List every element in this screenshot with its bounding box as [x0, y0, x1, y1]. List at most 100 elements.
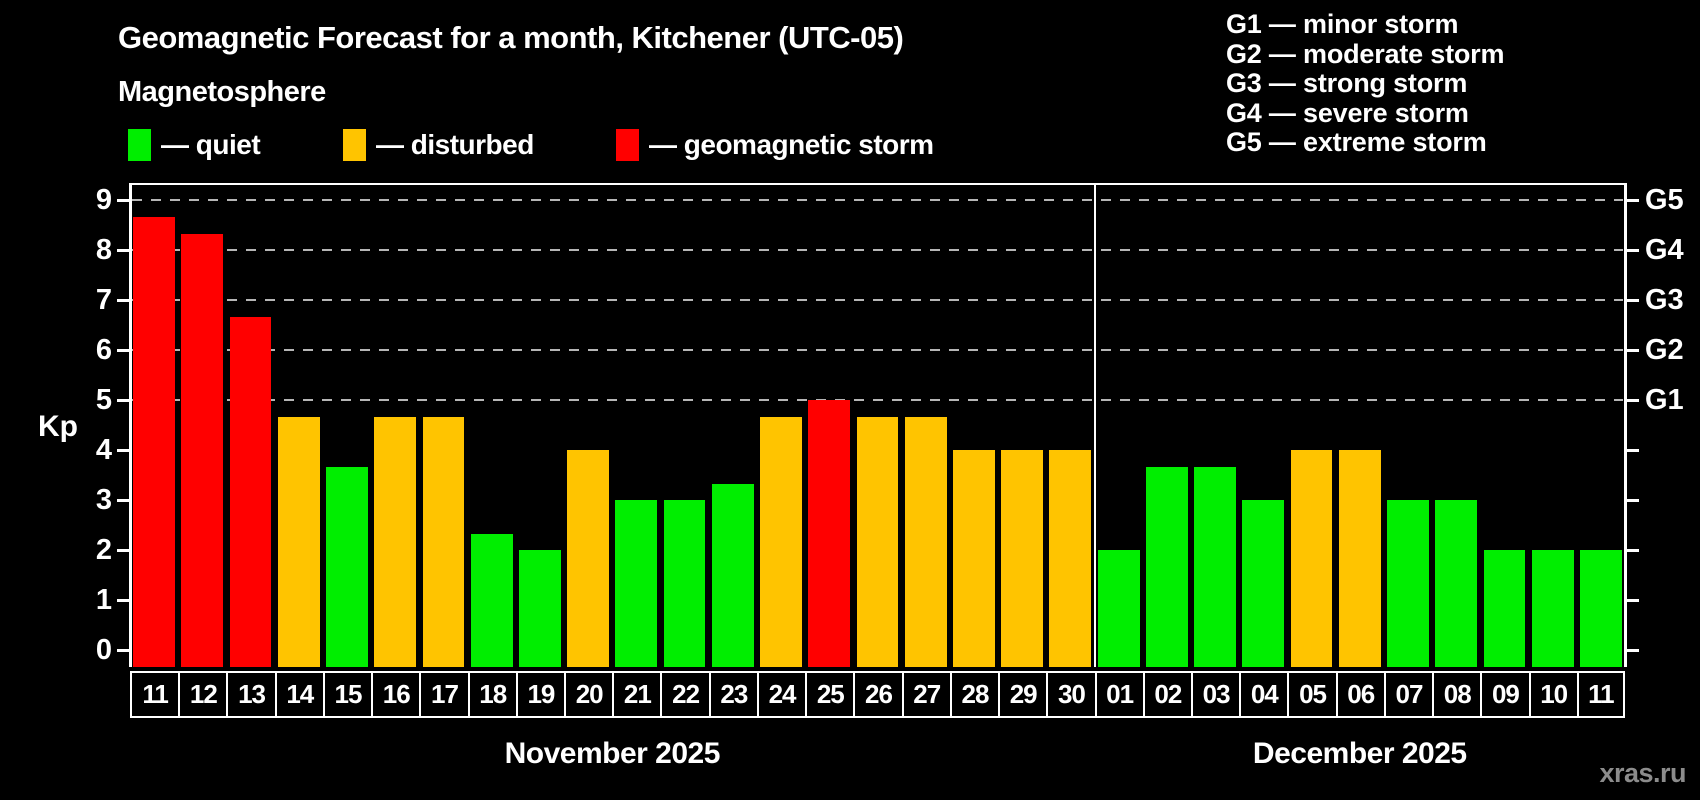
day-label-23: 23 — [708, 671, 757, 718]
day-label-11: 11 — [130, 671, 179, 718]
bar-november-12 — [181, 233, 224, 667]
bar-december-08 — [1435, 500, 1478, 667]
y-tick-label-4: 4 — [95, 434, 112, 466]
right-tick-1 — [1627, 599, 1639, 602]
day-label-16: 16 — [371, 671, 420, 718]
y-axis-title: Kp — [38, 410, 78, 443]
bar-november-28 — [953, 450, 995, 667]
right-tick-4 — [1627, 449, 1639, 452]
bar-december-02 — [1145, 466, 1188, 667]
y-tick-label-3: 3 — [95, 484, 112, 516]
bar-november-23 — [711, 483, 754, 667]
right-tick-9 — [1627, 199, 1639, 202]
bar-november-17 — [422, 416, 465, 667]
y-tick-label-9: 9 — [95, 184, 112, 216]
right-axis-label-G5: G5 — [1645, 184, 1684, 216]
right-axis-label-G3: G3 — [1645, 284, 1684, 316]
right-axis-label-G4: G4 — [1645, 234, 1684, 266]
quiet-color-swatch — [128, 129, 151, 161]
bar-november-22 — [663, 500, 706, 667]
day-label-27: 27 — [901, 671, 950, 718]
day-label-06: 06 — [1335, 671, 1384, 718]
y-tick-6 — [117, 349, 129, 352]
storm-color-swatch — [616, 129, 639, 161]
day-label-10: 10 — [1528, 671, 1577, 718]
bar-december-06 — [1338, 450, 1381, 667]
y-tick-label-1: 1 — [95, 584, 112, 616]
y-tick-label-5: 5 — [95, 384, 112, 416]
g4-legend-line: G4 — severe storm — [1226, 97, 1469, 128]
day-label-02: 02 — [1142, 671, 1191, 718]
y-tick-label-0: 0 — [95, 634, 112, 666]
right-tick-7 — [1627, 299, 1639, 302]
day-label-09: 09 — [1480, 671, 1529, 718]
day-label-01: 01 — [1094, 671, 1143, 718]
gridline-kp-8 — [132, 249, 1623, 251]
bar-november-20 — [567, 450, 610, 667]
day-label-20: 20 — [564, 671, 613, 718]
day-label-28: 28 — [949, 671, 999, 718]
bar-december-11 — [1579, 550, 1622, 667]
legend-label-disturbed: — disturbed — [376, 129, 534, 160]
y-tick-label-8: 8 — [95, 234, 112, 266]
bar-december-04 — [1242, 500, 1285, 667]
bar-november-16 — [374, 416, 417, 667]
legend-item-storm: — geomagnetic storm — [616, 128, 934, 162]
bar-november-11 — [133, 216, 175, 667]
day-label-13: 13 — [226, 671, 275, 718]
y-axis-line — [129, 183, 132, 667]
legend-item-quiet: — quiet — [128, 128, 261, 162]
day-label-05: 05 — [1287, 671, 1336, 718]
day-label-07: 07 — [1383, 671, 1433, 718]
y-tick-2 — [117, 549, 129, 552]
bar-november-18 — [470, 533, 513, 667]
y-tick-9 — [117, 199, 129, 202]
chart-subtitle: Magnetosphere — [118, 76, 326, 108]
bar-november-13 — [229, 316, 272, 667]
y-tick-label-6: 6 — [95, 334, 112, 366]
gridline-kp-6 — [132, 349, 1623, 351]
g3-legend-line: G3 — strong storm — [1226, 68, 1468, 98]
day-label-08: 08 — [1432, 671, 1481, 718]
right-tick-6 — [1627, 349, 1639, 352]
right-tick-5 — [1627, 399, 1639, 402]
bar-december-07 — [1387, 500, 1429, 667]
day-label-25: 25 — [805, 671, 854, 718]
right-tick-8 — [1627, 249, 1639, 252]
bar-november-25 — [808, 400, 851, 667]
day-label-30: 30 — [1046, 671, 1095, 718]
bar-november-27 — [904, 416, 947, 667]
gridline-kp-7 — [132, 299, 1623, 301]
day-label-12: 12 — [178, 671, 227, 718]
watermark: xras.ru — [1599, 758, 1686, 788]
bar-november-30 — [1049, 450, 1092, 667]
g-scale-legend: G1 — minor storm G2 — moderate storm G3 … — [1226, 9, 1505, 158]
y-tick-5 — [117, 399, 129, 402]
bar-december-09 — [1483, 550, 1526, 667]
y-tick-8 — [117, 249, 129, 252]
day-label-21: 21 — [612, 671, 661, 718]
day-label-24: 24 — [756, 671, 806, 718]
y-tick-4 — [117, 449, 129, 452]
disturbed-color-swatch — [343, 129, 366, 161]
y-tick-7 — [117, 299, 129, 302]
y-tick-label-2: 2 — [95, 534, 112, 566]
plot-top-border — [129, 183, 1626, 185]
y-tick-label-7: 7 — [95, 284, 112, 316]
g5-legend-line: G5 — extreme storm — [1226, 127, 1487, 157]
day-label-03: 03 — [1190, 671, 1240, 718]
bar-november-15 — [326, 466, 368, 667]
legend-item-disturbed: — disturbed — [343, 128, 534, 162]
right-axis-line — [1624, 183, 1627, 667]
month-label-december: December 2025 — [1252, 737, 1467, 770]
day-label-19: 19 — [515, 671, 565, 718]
bar-november-14 — [277, 416, 320, 667]
day-label-22: 22 — [660, 671, 709, 718]
bar-november-29 — [1001, 450, 1044, 667]
g2-legend-line: G2 — moderate storm — [1226, 38, 1505, 69]
gridline-kp-9 — [132, 199, 1623, 201]
right-axis-label-G1: G1 — [1645, 384, 1684, 416]
legend-label-storm: — geomagnetic storm — [649, 129, 934, 160]
bar-november-21 — [615, 500, 658, 667]
